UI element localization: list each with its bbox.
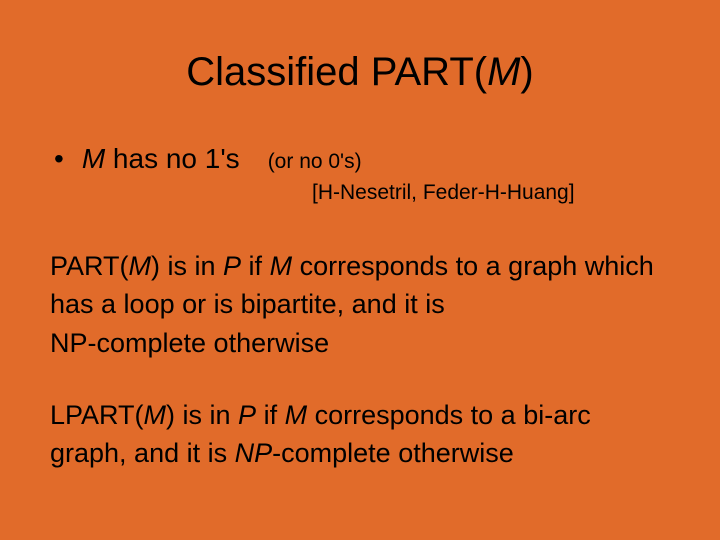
title-prefix: Classified PART( xyxy=(186,50,487,94)
paragraph-2: LPART(M) is in P if M corresponds to a b… xyxy=(50,396,670,473)
title-suffix: ) xyxy=(520,50,533,94)
p2-it1: M xyxy=(144,400,167,430)
bullet-note: (or no 0's) xyxy=(268,150,362,174)
bullet-text: M has no 1's xyxy=(82,143,240,175)
p2-it3: M xyxy=(285,400,308,430)
p1-it3: M xyxy=(270,251,293,281)
citation: [H-Nesetril, Feder-H-Huang] xyxy=(312,181,670,205)
bullet-mark: • xyxy=(54,143,64,175)
bullet-item: • M has no 1's (or no 0's) xyxy=(50,143,670,175)
bullet-italic: M xyxy=(82,143,105,174)
p2-seg1: LPART( xyxy=(50,400,144,430)
p1-seg1: PART( xyxy=(50,251,129,281)
p1-it2: P xyxy=(223,251,241,281)
p2-seg3: if xyxy=(256,400,285,430)
p2-seg2: ) is in xyxy=(166,400,238,430)
p1-seg2: ) is in xyxy=(151,251,223,281)
bullet-plain: has no 1's xyxy=(105,143,240,174)
p1-seg5: NP-complete otherwise xyxy=(50,328,329,358)
p2-it2: P xyxy=(238,400,256,430)
p1-it1: M xyxy=(129,251,152,281)
p2-seg5: -complete otherwise xyxy=(272,438,514,468)
paragraph-1: PART(M) is in P if M corresponds to a gr… xyxy=(50,247,670,362)
p1-seg3: if xyxy=(241,251,270,281)
slide-title: Classified PART(M) xyxy=(50,50,670,95)
p2-it4: NP xyxy=(235,438,273,468)
title-italic: M xyxy=(487,50,520,94)
